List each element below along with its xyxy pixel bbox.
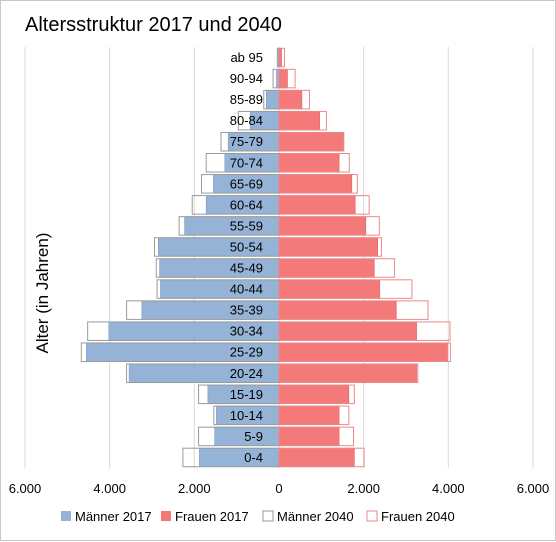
age-label: 75-79 xyxy=(230,134,263,149)
age-label: 25-29 xyxy=(230,345,263,360)
bar-frauen-2017-85-89 xyxy=(278,90,303,110)
age-label: 10-14 xyxy=(230,408,263,423)
legend-swatch xyxy=(161,511,171,521)
bar-frauen-2040-50-54 xyxy=(278,237,382,257)
bar-frauen-2040-60-64 xyxy=(278,195,370,215)
bar-frauen-2040-15-19 xyxy=(278,384,355,405)
x-tick-label: 6.000 xyxy=(9,481,42,496)
bar-frauen-2040-45-49 xyxy=(278,258,396,278)
bar-frauen-2017-30-34 xyxy=(278,321,417,341)
age-label: 55-59 xyxy=(230,218,263,233)
bar-frauen-2017-55-59 xyxy=(278,216,367,236)
bar-frauen-2040-85-89 xyxy=(278,89,310,110)
age-label: 90-94 xyxy=(230,71,263,86)
legend-swatch xyxy=(61,511,71,521)
bar-frauen-2017-80-84 xyxy=(278,111,320,131)
bar-frauen-2017-25-29 xyxy=(278,342,448,362)
age-label: 65-69 xyxy=(230,176,263,191)
chart-title: Altersstruktur 2017 und 2040 xyxy=(25,14,282,36)
x-tick-label: 4.000 xyxy=(432,481,465,496)
x-tick-label: 2.000 xyxy=(178,481,211,496)
bar-frauen-2040-35-39 xyxy=(278,300,429,320)
age-label: 35-39 xyxy=(230,303,263,318)
bar-frauen-2040-ab 95 xyxy=(278,47,286,68)
bar-frauen-2040-65-69 xyxy=(278,174,358,194)
bar-frauen-2040-90-94 xyxy=(278,68,296,89)
bar-frauen-2040-75-79 xyxy=(278,131,345,152)
bar-frauen-2017-20-24 xyxy=(278,363,417,383)
bar-frauen-2017-60-64 xyxy=(278,195,356,215)
age-labels: ab 95 90-94 85-89 80-84 75-79 70-74 65-69 60-64… xyxy=(230,50,263,465)
age-label: 30-34 xyxy=(230,324,263,339)
bar-frauen-2017-5-9 xyxy=(278,426,340,446)
legend: Männer 2017 Frauen 2017 Männer 2040 Frauen … xyxy=(61,509,455,524)
age-label: 80-84 xyxy=(230,113,263,128)
bar-frauen-2017-45-49 xyxy=(278,258,375,278)
x-tick-labels: 6.000 4.000 2.000 0 2.000 4.000 6.000 xyxy=(9,481,550,496)
age-label: ab 95 xyxy=(230,50,263,65)
age-label: 5-9 xyxy=(244,429,263,444)
bar-frauen-2017-65-69 xyxy=(278,174,353,194)
bar-frauen-2040-20-24 xyxy=(278,363,419,384)
bar-frauen-2017-90-94 xyxy=(278,69,288,89)
legend-label: Männer 2040 xyxy=(277,509,354,524)
bar-frauen-2040-80-84 xyxy=(278,110,327,131)
legend-swatch xyxy=(262,510,274,522)
bar-frauen-2040-25-29 xyxy=(278,342,451,362)
bar-frauen-2040-0-4 xyxy=(278,447,365,468)
bar-männer-2017-0-4 xyxy=(199,447,280,468)
age-label: 70-74 xyxy=(230,155,263,170)
bar-frauen-2017-50-54 xyxy=(278,237,378,257)
bar-frauen-2040-70-74 xyxy=(278,153,350,173)
bar-frauen-2017-15-19 xyxy=(278,384,350,404)
bar-männer-2017-85-89 xyxy=(265,90,280,110)
legend-label: Frauen 2040 xyxy=(381,509,455,524)
bar-frauen-2017-40-44 xyxy=(278,279,381,299)
age-label: 45-49 xyxy=(230,261,263,276)
bar-frauen-2040-55-59 xyxy=(278,216,380,236)
age-label: 85-89 xyxy=(230,92,263,107)
legend-swatch xyxy=(366,510,378,522)
legend-label: Männer 2017 xyxy=(75,509,152,524)
bar-frauen-2017-10-14 xyxy=(278,405,340,425)
x-tick-label: 4.000 xyxy=(93,481,126,496)
grid-lines xyxy=(24,47,534,468)
bar-frauen-2040-30-34 xyxy=(278,321,451,341)
x-tick-label: 0 xyxy=(275,481,282,496)
bar-frauen-2040-10-14 xyxy=(278,405,350,426)
x-tick-label: 2.000 xyxy=(347,481,380,496)
x-tick-label: 6.000 xyxy=(517,481,550,496)
y-axis-label: Alter (in Jahren) xyxy=(33,233,52,354)
age-label: 40-44 xyxy=(230,282,263,297)
bars-group xyxy=(80,47,451,468)
bar-frauen-2040-40-44 xyxy=(278,279,413,299)
bar-frauen-2017-70-74 xyxy=(278,153,340,173)
age-label: 15-19 xyxy=(230,387,263,402)
legend-label: Frauen 2017 xyxy=(175,509,249,524)
age-label: 0-4 xyxy=(244,450,263,465)
bar-frauen-2017-75-79 xyxy=(278,132,345,152)
bar-frauen-2017-0-4 xyxy=(278,447,355,468)
age-label: 20-24 xyxy=(230,366,263,381)
bar-frauen-2040-5-9 xyxy=(278,426,355,447)
age-label: 50-54 xyxy=(230,239,263,254)
age-label: 60-64 xyxy=(230,197,263,212)
bar-frauen-2017-35-39 xyxy=(278,300,397,320)
